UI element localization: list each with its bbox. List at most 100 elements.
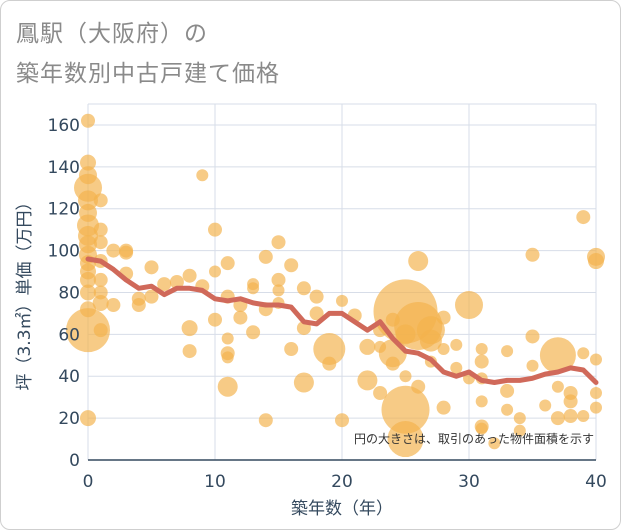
x-tick-label: 20 <box>331 472 353 492</box>
data-bubble <box>106 298 121 313</box>
data-bubble <box>293 372 314 393</box>
y-tick-label: 140 <box>48 158 80 178</box>
data-bubble <box>80 271 96 288</box>
data-bubble <box>436 400 451 415</box>
data-bubble <box>576 210 591 225</box>
data-bubble <box>588 253 604 270</box>
data-bubble <box>419 329 442 352</box>
x-tick-label: 0 <box>83 472 94 492</box>
data-bubble <box>80 410 96 427</box>
data-bubble <box>93 222 108 237</box>
data-bubble <box>411 379 426 394</box>
chart-title-line-1: 鳳駅（大阪府）の <box>16 21 208 47</box>
data-bubble <box>80 284 96 301</box>
data-bubble <box>93 235 108 250</box>
data-bubble <box>271 272 286 287</box>
x-tick-label: 10 <box>204 472 226 492</box>
data-bubble <box>309 289 324 304</box>
y-tick-label: 160 <box>48 116 80 136</box>
data-bubble <box>221 332 234 345</box>
data-bubble <box>78 190 98 211</box>
data-bubble <box>309 306 324 321</box>
data-bubble <box>93 193 108 208</box>
data-bubble <box>373 385 388 400</box>
data-bubble <box>513 424 526 437</box>
data-bubble <box>271 235 286 250</box>
data-bubble <box>196 169 209 182</box>
data-bubble <box>131 298 146 313</box>
x-tick-label: 30 <box>458 472 480 492</box>
bubble-size-note: 円の大きさは、取引のあった物件面積を示す <box>354 431 594 446</box>
data-bubble <box>539 399 552 412</box>
data-bubble <box>182 344 197 359</box>
data-bubble <box>93 272 108 287</box>
data-bubble <box>488 437 501 450</box>
data-bubble <box>590 386 602 399</box>
data-bubble <box>387 421 424 458</box>
tick-labels: 0 10 20 30 40 0 20 40 60 80 100 120 140 160 <box>48 116 607 492</box>
data-bubble <box>182 268 197 283</box>
data-bubble <box>284 258 299 273</box>
data-bubble <box>233 310 248 325</box>
data-bubble <box>577 347 590 360</box>
data-bubble <box>385 356 400 371</box>
data-bubble <box>475 343 488 356</box>
data-bubble <box>181 320 198 337</box>
data-bubble <box>590 353 602 366</box>
data-bubble <box>157 277 172 292</box>
data-bubble <box>80 154 96 171</box>
data-bubble <box>450 361 463 374</box>
data-bubble <box>381 385 430 434</box>
data-bubble <box>450 338 463 351</box>
data-bubble <box>357 370 378 391</box>
data-bubble <box>66 308 110 353</box>
data-bubble <box>92 294 109 311</box>
data-bubble <box>359 338 376 355</box>
data-bubble <box>296 281 311 296</box>
data-bubble <box>258 249 273 264</box>
data-bubble <box>93 323 108 338</box>
data-bubble <box>501 345 514 358</box>
data-bubble <box>590 401 602 414</box>
data-bubble <box>209 265 221 278</box>
data-bubble <box>247 282 260 295</box>
data-bubble <box>550 411 565 426</box>
data-bubble <box>220 256 235 271</box>
data-bubble <box>399 370 412 383</box>
data-bubble <box>246 325 261 340</box>
data-bubble <box>217 376 238 397</box>
data-bubble <box>284 342 299 357</box>
trend-line <box>85 256 599 385</box>
y-tick-label: 60 <box>58 325 80 345</box>
data-bubble <box>208 222 222 237</box>
y-axis-label: 坪（3.3㎡）単価（万円） <box>15 193 35 390</box>
data-bubble <box>408 251 429 272</box>
data-bubble <box>335 413 349 428</box>
data-bubble <box>500 383 515 398</box>
data-bubble <box>551 380 564 393</box>
y-tick-label: 0 <box>69 451 80 471</box>
data-bubble <box>526 359 539 372</box>
data-bubble <box>119 245 134 260</box>
data-bubble <box>437 343 450 356</box>
y-tick-label: 20 <box>58 409 80 429</box>
data-bubble <box>258 413 273 428</box>
data-bubble <box>81 113 95 128</box>
data-bubble <box>513 412 526 425</box>
trend-layer <box>85 256 599 385</box>
data-bubble <box>577 410 590 423</box>
data-bubble <box>208 312 222 327</box>
y-tick-label: 100 <box>48 242 80 262</box>
y-tick-label: 40 <box>58 367 80 387</box>
x-tick-label: 40 <box>585 472 607 492</box>
data-bubble <box>455 291 483 320</box>
data-bubble <box>539 337 576 374</box>
y-tick-label: 80 <box>58 283 80 303</box>
data-bubble <box>106 243 121 258</box>
data-bubble <box>525 329 540 344</box>
bubble-layer <box>66 113 605 458</box>
data-bubble <box>336 294 348 307</box>
data-bubble <box>169 275 184 289</box>
data-bubble <box>475 422 488 435</box>
